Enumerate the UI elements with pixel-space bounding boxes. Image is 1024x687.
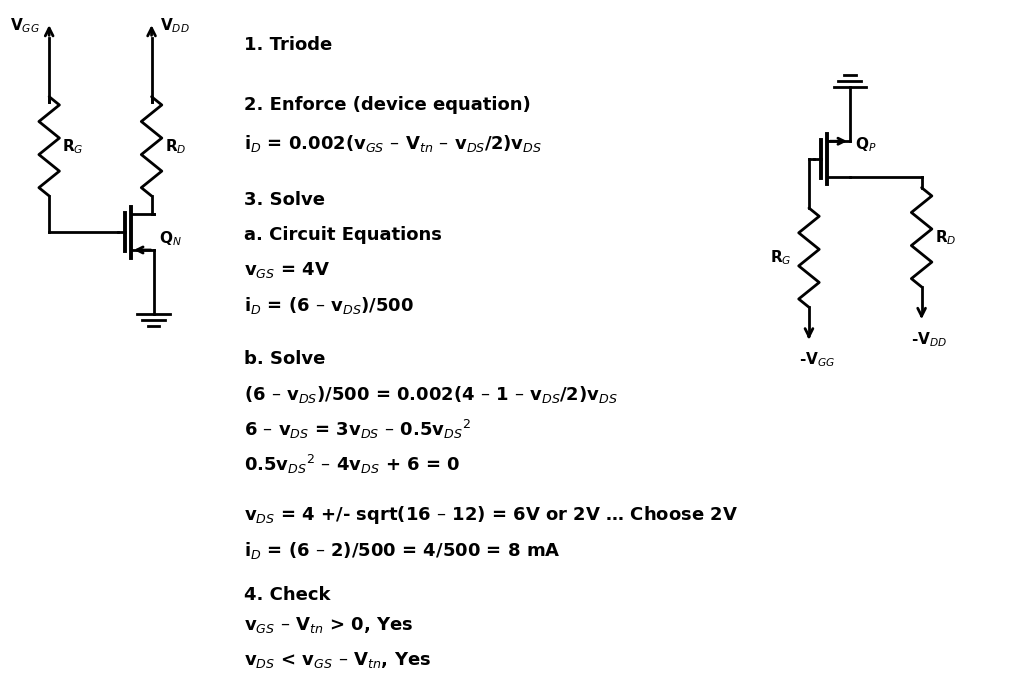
- Text: (6 – v$_{DS}$)/500 = 0.002(4 – 1 – v$_{DS}$/2)v$_{DS}$: (6 – v$_{DS}$)/500 = 0.002(4 – 1 – v$_{D…: [244, 384, 617, 405]
- Text: Q$_{P}$: Q$_{P}$: [855, 136, 877, 155]
- Text: v$_{DS}$ < v$_{GS}$ – V$_{tn}$, Yes: v$_{DS}$ < v$_{GS}$ – V$_{tn}$, Yes: [244, 651, 431, 671]
- Text: 3. Solve: 3. Solve: [244, 192, 325, 210]
- Text: V$_{DD}$: V$_{DD}$: [160, 16, 189, 35]
- Text: i$_{D}$ = (6 – v$_{DS}$)/500: i$_{D}$ = (6 – v$_{DS}$)/500: [244, 295, 414, 316]
- Text: Q$_{N}$: Q$_{N}$: [159, 229, 181, 248]
- Text: a. Circuit Equations: a. Circuit Equations: [244, 226, 441, 245]
- Text: v$_{GS}$ = 4V: v$_{GS}$ = 4V: [244, 260, 330, 280]
- Text: 2. Enforce (device equation): 2. Enforce (device equation): [244, 96, 530, 114]
- Text: 4. Check: 4. Check: [244, 586, 330, 604]
- Text: V$_{GG}$: V$_{GG}$: [10, 16, 40, 35]
- Text: R$_{G}$: R$_{G}$: [62, 137, 84, 156]
- Text: -V$_{DD}$: -V$_{DD}$: [911, 330, 947, 349]
- Text: R$_{G}$: R$_{G}$: [770, 248, 792, 267]
- Text: R$_{D}$: R$_{D}$: [165, 137, 186, 156]
- Text: v$_{DS}$ = 4 +/- sqrt(16 – 12) = 6V or 2V … Choose 2V: v$_{DS}$ = 4 +/- sqrt(16 – 12) = 6V or 2…: [244, 504, 738, 526]
- Text: i$_{D}$ = (6 – 2)/500 = 4/500 = 8 mA: i$_{D}$ = (6 – 2)/500 = 4/500 = 8 mA: [244, 540, 560, 561]
- Text: i$_{D}$ = 0.002(v$_{GS}$ – V$_{tn}$ – v$_{DS}$/2)v$_{DS}$: i$_{D}$ = 0.002(v$_{GS}$ – V$_{tn}$ – v$…: [244, 133, 542, 154]
- Text: 6 – v$_{DS}$ = 3v$_{DS}$ – 0.5v$_{DS}$$^{2}$: 6 – v$_{DS}$ = 3v$_{DS}$ – 0.5v$_{DS}$$^…: [244, 418, 471, 441]
- Text: 0.5v$_{DS}$$^{2}$ – 4v$_{DS}$ + 6 = 0: 0.5v$_{DS}$$^{2}$ – 4v$_{DS}$ + 6 = 0: [244, 453, 460, 476]
- Text: b. Solve: b. Solve: [244, 350, 325, 368]
- Text: -V$_{GG}$: -V$_{GG}$: [799, 350, 835, 370]
- Text: R$_{D}$: R$_{D}$: [935, 228, 956, 247]
- Text: v$_{GS}$ – V$_{tn}$ > 0, Yes: v$_{GS}$ – V$_{tn}$ > 0, Yes: [244, 615, 413, 635]
- Text: 1. Triode: 1. Triode: [244, 36, 332, 54]
